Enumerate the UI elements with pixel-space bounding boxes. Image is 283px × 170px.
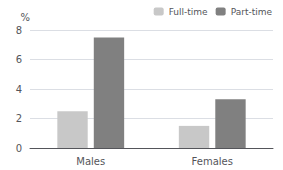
- svg-text:Full-time: Full-time: [169, 7, 208, 17]
- svg-text:8: 8: [16, 25, 22, 36]
- svg-text:Males: Males: [76, 156, 105, 167]
- svg-text:%: %: [20, 12, 30, 23]
- svg-text:Part-time: Part-time: [231, 7, 273, 17]
- svg-text:4: 4: [16, 84, 22, 95]
- svg-text:6: 6: [16, 54, 22, 65]
- svg-text:Females: Females: [192, 156, 233, 167]
- svg-text:0: 0: [16, 143, 22, 154]
- svg-text:2: 2: [16, 113, 22, 124]
